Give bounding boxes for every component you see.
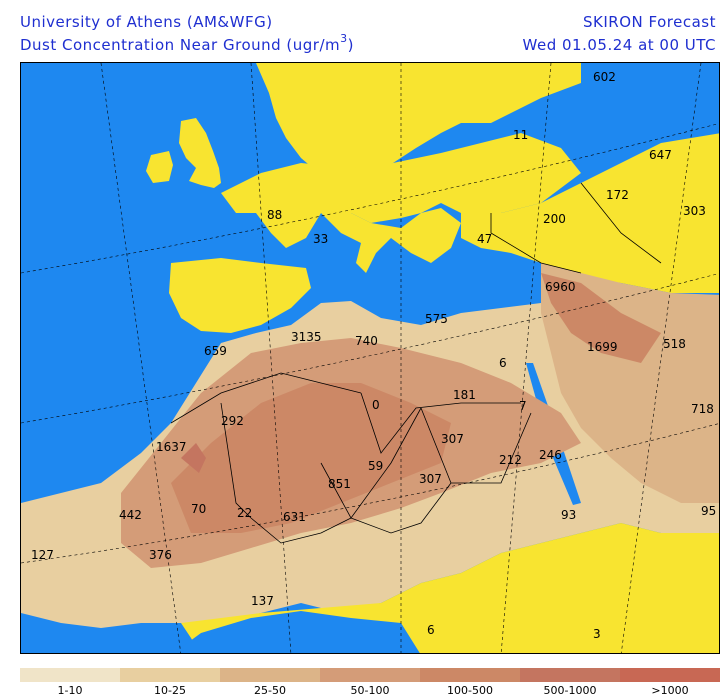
dust-value-label: 137 <box>251 594 274 608</box>
dust-value-label: 95 <box>701 504 716 518</box>
dust-value-label: 718 <box>691 402 714 416</box>
forecast-date: Wed 01.05.24 at 00 UTC <box>522 36 716 54</box>
dust-value-label: 851 <box>328 477 351 491</box>
colorbar <box>20 668 720 682</box>
dust-value-label: 11 <box>513 128 528 142</box>
land-scandinavia-coast <box>271 63 326 105</box>
dust-value-label: 59 <box>368 459 383 473</box>
dust-value-label: 1699 <box>587 340 618 354</box>
colorbar-segment <box>420 668 520 682</box>
value-labels: 602 11 647 172 303 88 200 33 47 6960 575 3135 740 169… <box>31 70 716 641</box>
dust-value-label: 212 <box>499 453 522 467</box>
dust-value-label: 246 <box>539 448 562 462</box>
dust-value-label: 3135 <box>291 330 322 344</box>
land-italy-balkans <box>321 208 461 273</box>
colorbar-labels: 1-10 10-25 25-50 50-100 100-500 500-1000 >1000 <box>20 684 720 694</box>
dust-value-label: 307 <box>441 432 464 446</box>
colorbar-label: 25-50 <box>254 684 286 694</box>
dust-value-label: 740 <box>355 334 378 348</box>
colorbar-segment <box>120 668 220 682</box>
dust-value-label: 22 <box>237 506 252 520</box>
dust-value-label: 33 <box>313 232 328 246</box>
dust-value-label: 6960 <box>545 280 576 294</box>
sea-gulf-of-guinea <box>173 611 420 653</box>
dust-value-label: 3 <box>593 627 601 641</box>
graticule <box>21 63 719 653</box>
dust-value-label: 6 <box>499 356 507 370</box>
land-iberia <box>169 258 311 333</box>
colorbar-label: >1000 <box>651 684 689 694</box>
colorbar-segment <box>20 668 120 682</box>
colorbar-segment <box>620 668 720 682</box>
product-title-end: ) <box>347 36 354 54</box>
dust-value-label: 127 <box>31 548 54 562</box>
dust-value-label: 631 <box>283 510 306 524</box>
dust-core-hotspot <box>181 443 206 473</box>
dust-value-label: 200 <box>543 212 566 226</box>
dust-value-label: 1637 <box>156 440 187 454</box>
land-great-britain <box>179 118 221 188</box>
dust-value-label: 602 <box>593 70 616 84</box>
colorbar-segment <box>520 668 620 682</box>
dust-value-label: 376 <box>149 548 172 562</box>
dust-core-central-sahara <box>171 383 451 533</box>
dust-value-label: 0 <box>372 398 380 412</box>
dust-value-label: 88 <box>267 208 282 222</box>
colorbar-segment <box>220 668 320 682</box>
dust-value-label: 647 <box>649 148 672 162</box>
dust-value-label: 307 <box>419 472 442 486</box>
dust-core-iraq <box>541 273 661 363</box>
dust-value-label: 70 <box>191 502 206 516</box>
unit-superscript: 3 <box>340 32 348 45</box>
dust-value-label: 181 <box>453 388 476 402</box>
dust-value-label: 7 <box>519 399 527 413</box>
land-north-europe <box>256 63 581 175</box>
dust-value-label: 303 <box>683 204 706 218</box>
product-title: Dust Concentration Near Ground (ugr/m3) <box>20 32 354 54</box>
dust-value-label: 442 <box>119 508 142 522</box>
dust-value-label: 6 <box>427 623 435 637</box>
colorbar-label: 1-10 <box>57 684 83 694</box>
dust-value-label: 47 <box>477 232 492 246</box>
dust-value-label: 172 <box>606 188 629 202</box>
colorbar-label: 10-25 <box>154 684 186 694</box>
colorbar-label: 500-1000 <box>543 684 597 694</box>
dust-value-label: 575 <box>425 312 448 326</box>
colorbar-label: 100-500 <box>447 684 493 694</box>
dust-value-label: 518 <box>663 337 686 351</box>
dust-value-label: 93 <box>561 508 576 522</box>
land-ireland <box>146 151 173 183</box>
land-east-mediterranean <box>461 133 719 293</box>
org-title: University of Athens (AM&WFG) <box>20 13 273 31</box>
dust-map[interactable]: 602 11 647 172 303 88 200 33 47 6960 575 3135 740 169… <box>20 62 720 654</box>
colorbar-label: 50-100 <box>350 684 390 694</box>
colorbar-segment <box>320 668 420 682</box>
dust-value-label: 292 <box>221 414 244 428</box>
product-title-main: Dust Concentration Near Ground (ugr/m <box>20 36 341 54</box>
country-borders <box>170 182 662 544</box>
forecast-title: SKIRON Forecast <box>583 13 716 31</box>
dust-value-label: 659 <box>204 344 227 358</box>
map-canvas: 602 11 647 172 303 88 200 33 47 6960 575 3135 740 169… <box>21 63 719 653</box>
